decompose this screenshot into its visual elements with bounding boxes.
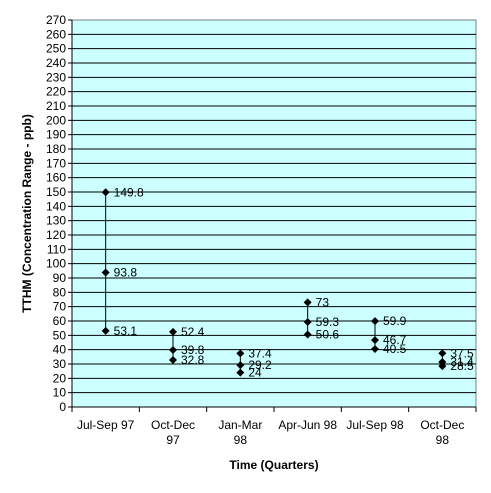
data-point — [371, 344, 379, 353]
data-point — [438, 349, 447, 358]
data-label: 31.4 — [450, 355, 474, 369]
data-point — [303, 298, 312, 307]
x-axis: Jul-Sep 97 Oct-Dec 97 Jan-Mar 98 Apr-Jun 98 Ju… — [71, 406, 477, 447]
data-point — [371, 336, 379, 345]
plot-area — [71, 19, 477, 408]
data-point — [101, 268, 110, 277]
data-point — [438, 362, 447, 371]
y-tick-label: 240 — [46, 56, 66, 70]
data-label: 37.5 — [450, 346, 474, 360]
data-point — [169, 345, 177, 354]
y-tick-label: 0 — [59, 400, 66, 414]
data-point — [101, 188, 110, 197]
y-tick-label: 140 — [46, 199, 66, 213]
data-label: 32.8 — [181, 353, 205, 367]
data-point — [101, 326, 110, 335]
data-label: 24 — [248, 366, 262, 380]
data-label: 73 — [316, 295, 330, 309]
data-point — [236, 349, 245, 358]
y-tick-label: 70 — [53, 300, 67, 314]
y-tick-label: 260 — [46, 27, 66, 41]
y-tick-label: 270 — [46, 13, 66, 27]
data-label: 59.3 — [316, 315, 340, 329]
y-tick-label: 100 — [46, 257, 66, 271]
y-tick-label: 200 — [46, 113, 66, 127]
data-point — [169, 327, 177, 336]
y-tick-label: 30 — [53, 357, 67, 371]
data-label: 93.8 — [114, 266, 138, 280]
x-axis-title: Time (Quarters) — [229, 458, 318, 472]
data-point — [236, 361, 245, 370]
y-axis: 0102030405060708090100110120130140150160… — [46, 13, 73, 414]
x-tick-label: Jul-Sep 97 — [77, 418, 135, 432]
data-label: 52.4 — [181, 325, 205, 339]
data-label: 53.1 — [114, 324, 138, 338]
data-label: 28.5 — [450, 359, 474, 373]
y-tick-label: 220 — [46, 85, 66, 99]
y-tick-label: 230 — [46, 70, 66, 84]
y-axis-title: TTHM (Concentration Range - ppb) — [20, 114, 34, 313]
y-tick-label: 120 — [46, 228, 66, 242]
data-label: 37.4 — [248, 346, 272, 360]
y-tick-label: 150 — [46, 185, 66, 199]
y-tick-label: 180 — [46, 142, 66, 156]
y-tick-label: 110 — [47, 242, 66, 256]
x-tick-label: Jul-Sep 98 — [346, 418, 404, 432]
y-tick-label: 20 — [53, 371, 67, 385]
data-point — [303, 330, 312, 339]
data-point — [438, 357, 447, 366]
data-point — [371, 317, 379, 326]
y-tick-label: 210 — [46, 99, 66, 113]
y-tick-label: 160 — [46, 171, 66, 185]
x-tick-label: Oct-Dec 98 — [420, 418, 464, 447]
y-tick-label: 90 — [53, 271, 67, 285]
data-label: 39.8 — [181, 343, 205, 357]
data-label: 50.6 — [316, 327, 340, 341]
data-label: 149.8 — [114, 185, 144, 199]
y-tick-label: 190 — [46, 128, 66, 142]
data-label: 29.2 — [248, 358, 272, 372]
y-tick-label: 130 — [46, 214, 66, 228]
data-point — [303, 318, 312, 327]
data-point — [169, 355, 177, 364]
data-label: 46.7 — [383, 333, 407, 347]
data-label: 59.9 — [383, 314, 407, 328]
y-tick-label: 170 — [46, 156, 66, 170]
y-tick-label: 10 — [53, 386, 67, 400]
y-tick-label: 250 — [46, 42, 66, 56]
y-tick-label: 50 — [53, 328, 67, 342]
y-tick-label: 80 — [53, 285, 67, 299]
y-tick-label: 60 — [53, 314, 67, 328]
data-point — [236, 368, 245, 377]
x-tick-label: Apr-Jun 98 — [278, 418, 337, 432]
gridlines — [72, 33, 476, 394]
y-tick-label: 40 — [53, 343, 67, 357]
x-tick-label: Jan-Mar 98 — [218, 418, 262, 447]
series: 149.8 93.8 53.1 52.4 39.832.8 37.429.224 73 59.… — [101, 185, 474, 380]
x-tick-label: Oct-Dec 97 — [151, 418, 195, 447]
data-label: 40.5 — [383, 342, 407, 356]
